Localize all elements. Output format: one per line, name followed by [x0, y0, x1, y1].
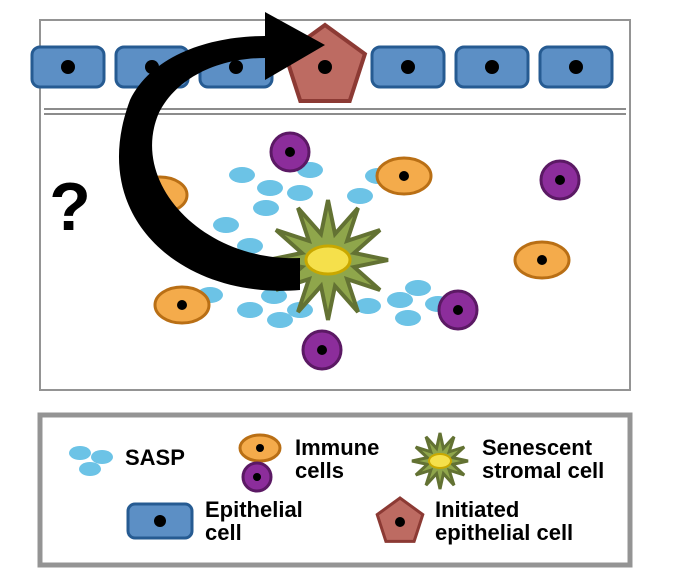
legend-panel: SASPImmunecellsSenescentstromal cellEpit…: [40, 415, 630, 565]
epithelial-cell: [456, 47, 528, 87]
legend-sasp-label: SASP: [125, 445, 185, 470]
epithelial-cell: [32, 47, 104, 87]
question-mark: ?: [49, 169, 91, 245]
diagram: ? SASPImmunecellsSenescentstromal cellEp…: [0, 0, 687, 586]
epithelial-cell: [540, 47, 612, 87]
immune-cell-orange: [515, 242, 569, 278]
scene-panel: ?: [32, 12, 630, 390]
epithelial-cell: [372, 47, 444, 87]
immune-cell-orange: [155, 287, 209, 323]
legend-senescent-label: Senescentstromal cell: [482, 435, 604, 483]
immune-cell-purple: [541, 161, 579, 199]
immune-cell-purple: [303, 331, 341, 369]
immune-cell-orange: [377, 158, 431, 194]
legend-epithelial-icon: [128, 504, 192, 538]
immune-cell-purple: [439, 291, 477, 329]
immune-cell-purple: [271, 133, 309, 171]
